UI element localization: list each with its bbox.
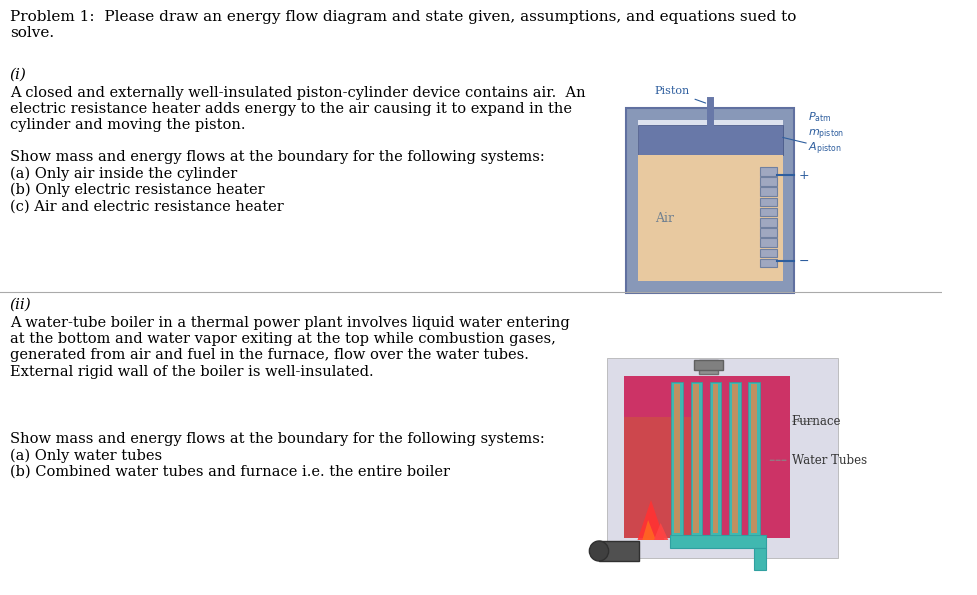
Polygon shape [759,218,777,227]
Polygon shape [759,239,777,247]
Polygon shape [753,548,766,570]
Text: +: + [797,168,808,181]
Text: Show mass and energy flows at the boundary for the following systems:
(a) Only w: Show mass and energy flows at the bounda… [10,432,544,479]
Text: A closed and externally well-insulated piston-cylinder device contains air.  An
: A closed and externally well-insulated p… [10,86,584,133]
Text: Furnace: Furnace [790,415,840,428]
Polygon shape [759,228,777,237]
Polygon shape [759,249,777,257]
Polygon shape [625,108,793,293]
Text: Problem 1:  Please draw an energy flow diagram and state given, assumptions, and: Problem 1: Please draw an energy flow di… [10,10,795,40]
Text: $P_{\mathrm{atm}}$: $P_{\mathrm{atm}}$ [807,110,830,124]
Polygon shape [637,500,663,540]
Polygon shape [693,384,699,533]
Polygon shape [606,358,837,558]
Polygon shape [709,382,721,535]
Polygon shape [699,360,718,374]
Text: (ii): (ii) [10,298,31,312]
Polygon shape [750,384,756,533]
Text: Show mass and energy flows at the boundary for the following systems:
(a) Only a: Show mass and energy flows at the bounda… [10,150,544,214]
Polygon shape [669,535,766,548]
Polygon shape [759,177,777,186]
Polygon shape [637,120,783,155]
Polygon shape [598,541,639,561]
Text: $A_{\mathrm{piston}}$: $A_{\mathrm{piston}}$ [807,141,840,158]
Polygon shape [759,208,777,217]
Text: Piston: Piston [654,86,705,103]
Polygon shape [694,360,723,370]
Polygon shape [759,198,777,206]
Polygon shape [712,384,718,533]
Polygon shape [637,155,783,281]
Polygon shape [637,125,783,155]
Polygon shape [670,382,682,535]
Polygon shape [623,416,698,538]
Polygon shape [759,259,777,268]
Polygon shape [654,523,667,540]
Polygon shape [759,167,777,176]
Circle shape [589,541,608,561]
Text: Air: Air [655,211,673,224]
Text: −: − [797,255,808,268]
Polygon shape [747,382,759,535]
Polygon shape [623,376,788,538]
Polygon shape [673,384,679,533]
Text: Water Tubes: Water Tubes [769,454,866,466]
Text: A water-tube boiler in a thermal power plant involves liquid water entering
at t: A water-tube boiler in a thermal power p… [10,316,569,378]
Text: (i): (i) [10,68,26,82]
Polygon shape [728,382,740,535]
Polygon shape [642,520,656,540]
Text: $m_{\mathrm{piston}}$: $m_{\mathrm{piston}}$ [807,128,843,142]
Polygon shape [690,382,701,535]
Polygon shape [731,384,737,533]
Polygon shape [759,187,777,196]
